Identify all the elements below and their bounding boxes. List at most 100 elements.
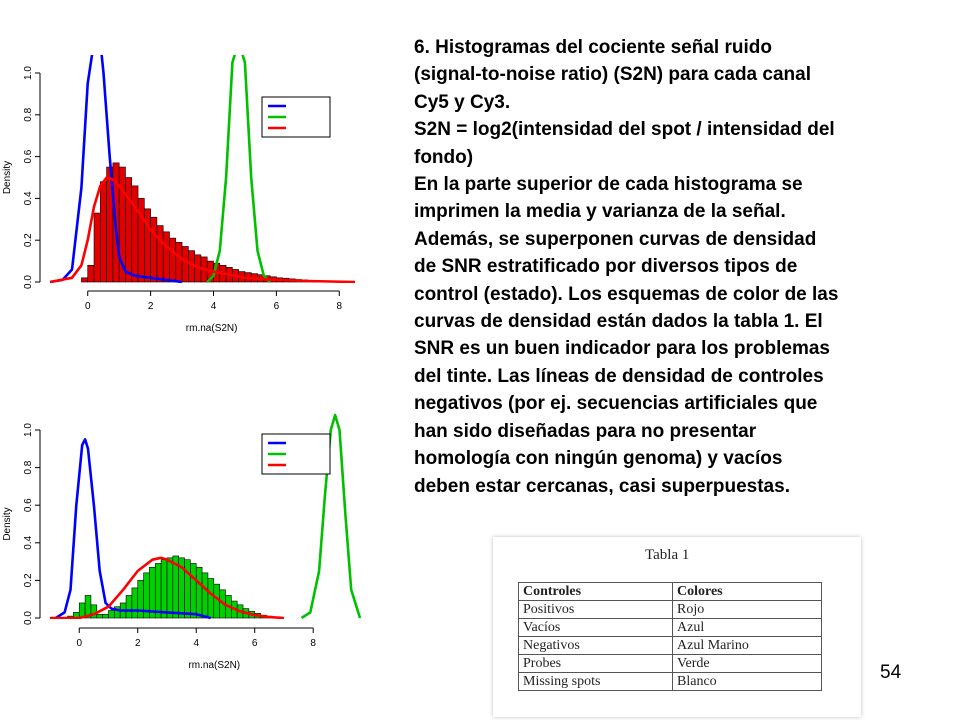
table-cell: Positivos: [518, 600, 673, 619]
description-line: negativos (por ej. secuencias artificial…: [414, 393, 818, 415]
histogram-bar: [108, 610, 115, 619]
x-tick-label: 2: [148, 301, 154, 312]
table-row: Probes Verde: [518, 654, 822, 673]
table-header-cell: Controles: [518, 582, 673, 601]
table-cell: Verde: [672, 654, 822, 673]
y-tick-label: 0.6: [23, 149, 34, 163]
histogram-bar: [93, 212, 101, 283]
legend: [261, 433, 331, 475]
histogram-bar: [160, 559, 168, 619]
table-cell: Missing spots: [518, 672, 673, 691]
density-curve: [49, 176, 356, 283]
histogram-bar: [125, 177, 133, 283]
histogram-top: 0 2 4 6 8 rm.na(S2N) 0.0 0.2 0.4 0.6 0.8 1.0 Density: [2, 55, 356, 334]
histogram-bar: [87, 264, 95, 283]
histogram-bar: [100, 181, 107, 283]
description-line: Cy5 y Cy3.: [414, 91, 511, 113]
description-line: curvas de densidad están dados la tabla …: [414, 311, 823, 333]
description-line: del tinte. Las líneas de densidad de con…: [414, 365, 824, 387]
description-line: imprimen la media y varianza de la señal…: [414, 201, 786, 223]
table-cell: Rojo: [672, 600, 822, 619]
density-curve: [55, 438, 212, 619]
description-line: 6. Histogramas del cociente señal ruido: [414, 37, 772, 58]
table-cell: Blanco: [672, 672, 822, 691]
table-cell: Probes: [518, 654, 673, 673]
x-tick-label: 8: [336, 301, 342, 312]
x-tick-label: 6: [252, 638, 258, 649]
density-curve: [206, 55, 272, 283]
table-title: Tabla 1: [645, 547, 690, 563]
density-curve: [300, 413, 362, 619]
histogram-bar: [190, 563, 197, 619]
x-tick-label: 0: [85, 301, 91, 312]
histogram-bar: [96, 613, 103, 619]
x-tick-label: 6: [274, 301, 280, 312]
table-row: Missing spots Blanco: [518, 672, 822, 691]
histogram-bar: [156, 225, 164, 283]
description-text: 6. Histogramas del cociente señal ruido …: [414, 34, 954, 500]
y-tick-label: 0.0: [23, 275, 34, 289]
table-cell: Vacíos: [518, 618, 673, 637]
x-tick-label: 0: [76, 638, 82, 649]
y-tick-label: 0.0: [23, 611, 34, 625]
description-line: S2N = log2(intensidad del spot / intensi…: [414, 119, 835, 141]
table-figure: Tabla 1 Controles Colores Positivos Rojo…: [493, 537, 861, 717]
histogram-bar: [162, 231, 170, 283]
density-curve: [50, 556, 285, 619]
y-axis-label: Density: [2, 161, 13, 194]
histogram-bar: [150, 216, 158, 283]
x-tick-label: 4: [211, 301, 217, 312]
histogram-bars: [81, 162, 321, 283]
description-line: Además, se superponen curvas de densidad: [414, 228, 817, 250]
page-number: 54: [880, 662, 902, 683]
y-tick-label: 0.4: [23, 535, 34, 549]
histogram-bar: [175, 241, 183, 283]
histogram-bar: [201, 572, 209, 619]
x-tick-label: 4: [193, 638, 199, 649]
y-tick-label: 0.4: [23, 191, 34, 205]
histogram-bar: [181, 246, 189, 283]
histogram-bar: [195, 566, 203, 619]
description-line: de SNR estratificado por diversos tipos …: [414, 256, 798, 278]
table-cell: Azul Marino: [672, 636, 822, 655]
histogram-bar: [166, 557, 174, 619]
y-tick-label: 0.2: [23, 573, 34, 587]
y-tick-label: 1.0: [23, 423, 34, 437]
histogram-bar: [131, 587, 139, 619]
y-tick-label: 1.0: [23, 66, 34, 80]
description-line: SNR es un buen indicador para los proble…: [414, 338, 830, 360]
color-table: Controles Colores Positivos Rojo Vacíos …: [518, 582, 822, 691]
description-line: fondo): [414, 146, 474, 168]
table-row: Negativos Azul Marino: [518, 636, 822, 655]
histogram-bar: [169, 237, 177, 283]
x-tick-label: 2: [135, 638, 141, 649]
histogram-bar: [81, 277, 89, 283]
description-line: control (estado). Los esquemas de color …: [414, 283, 839, 305]
histogram-bar: [125, 595, 133, 619]
y-tick-label: 0.6: [23, 498, 34, 512]
table-cell: Azul: [672, 618, 822, 637]
density-curve: [49, 55, 183, 283]
description-line: homología con ningún genoma) y vacíos: [414, 448, 783, 470]
description-line: deben estar cercanas, casi superpuestas.: [414, 475, 790, 497]
table-cell: Negativos: [518, 636, 673, 655]
table-row: Vacíos Azul: [518, 618, 822, 637]
table-header-cell: Colores: [672, 582, 822, 601]
histogram-bottom: 0 2 4 6 8 rm.na(S2N) 0.0 0.2 0.4 0.6 0.8 1.0 Density: [2, 413, 362, 671]
description-line: han sido diseñadas para no presentar: [414, 420, 757, 442]
y-axis-label: Density: [2, 507, 13, 540]
table-row: Positivos Rojo: [518, 600, 822, 619]
histogram-bar: [102, 613, 109, 619]
histogram-bar: [131, 185, 139, 283]
histogram-bar: [154, 563, 162, 619]
histogram-bar: [207, 578, 215, 619]
y-tick-label: 0.2: [23, 233, 34, 247]
y-tick-label: 0.8: [23, 107, 34, 121]
table-header-row: Controles Colores: [518, 582, 822, 601]
histogram-bar: [184, 559, 191, 619]
x-axis-label: rm.na(S2N): [188, 660, 240, 671]
histogram-bar: [137, 580, 144, 619]
legend: [261, 96, 331, 138]
y-tick-label: 0.8: [23, 460, 34, 474]
description-line: (signal-to-noise ratio) (S2N) para cada …: [414, 64, 811, 86]
